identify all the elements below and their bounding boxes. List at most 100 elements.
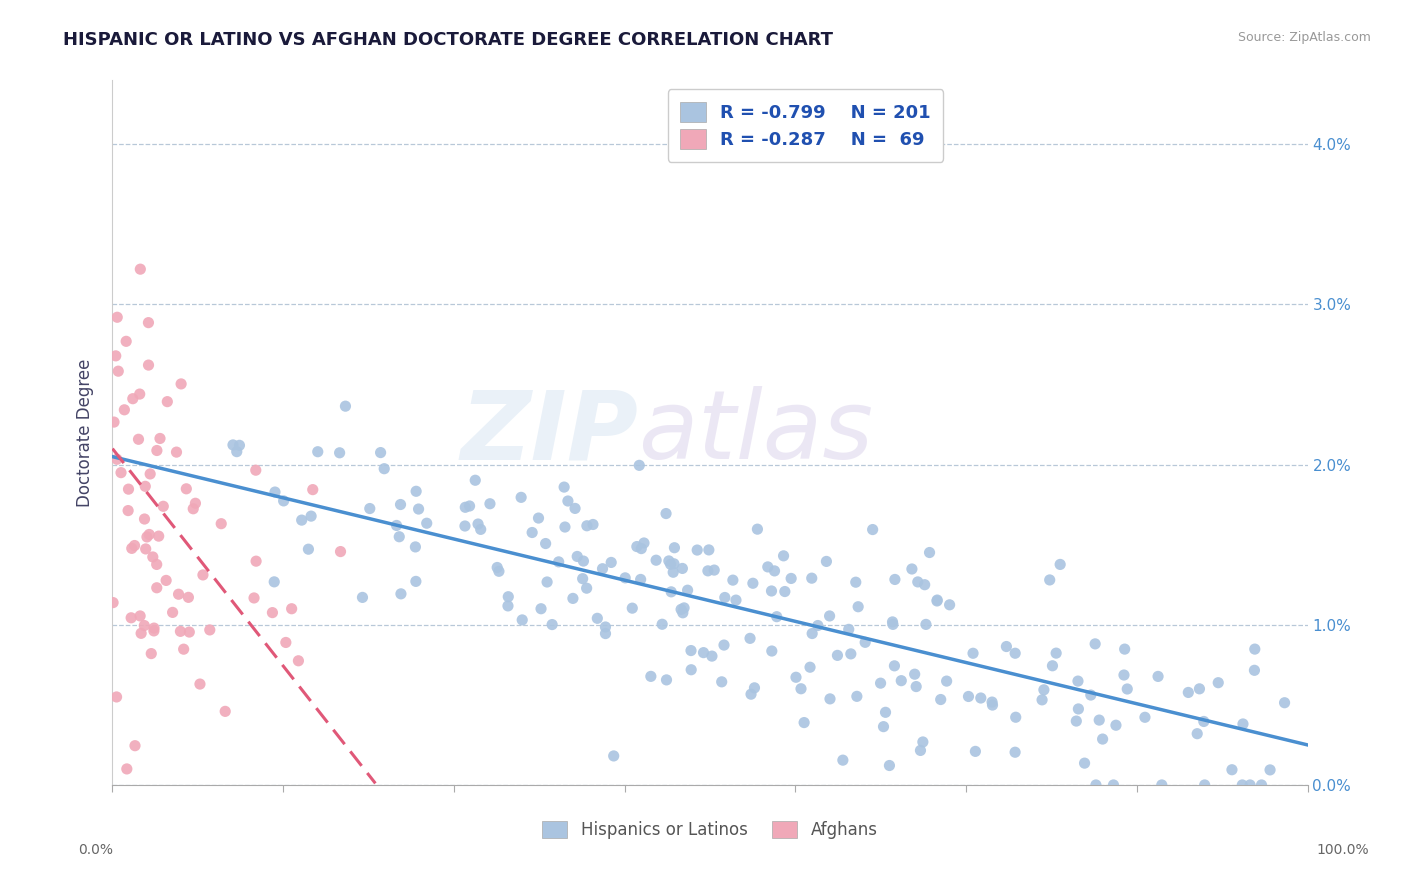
Point — [142, 549, 165, 564]
Point — [128, 432, 150, 446]
Point — [721, 573, 744, 587]
Point — [214, 705, 236, 719]
Point — [1112, 668, 1135, 682]
Point — [124, 539, 146, 553]
Point — [938, 598, 960, 612]
Point — [801, 626, 824, 640]
Point — [225, 444, 247, 458]
Point — [170, 376, 193, 391]
Point — [818, 609, 841, 624]
Point — [124, 739, 146, 753]
Point — [671, 561, 693, 575]
Point — [875, 706, 897, 720]
Point — [595, 620, 617, 634]
Point — [772, 549, 794, 563]
Point — [557, 494, 579, 508]
Point — [927, 593, 949, 607]
Point — [1105, 718, 1128, 732]
Point — [177, 591, 200, 605]
Point — [181, 501, 204, 516]
Point — [1032, 682, 1054, 697]
Point — [1188, 681, 1211, 696]
Point — [520, 525, 543, 540]
Point — [143, 621, 166, 635]
Point — [115, 334, 138, 349]
Point — [291, 513, 314, 527]
Point — [1067, 674, 1090, 689]
Point — [883, 573, 905, 587]
Point — [105, 310, 128, 325]
Point — [633, 536, 655, 550]
Point — [676, 583, 699, 598]
Point — [1084, 637, 1107, 651]
Point — [910, 743, 932, 757]
Point — [405, 574, 427, 589]
Point — [839, 647, 862, 661]
Point — [120, 611, 142, 625]
Point — [1150, 778, 1173, 792]
Point — [907, 574, 929, 589]
Point — [914, 578, 936, 592]
Point — [385, 518, 408, 533]
Point — [905, 680, 928, 694]
Point — [962, 646, 984, 660]
Point — [925, 594, 948, 608]
Point — [713, 638, 735, 652]
Point — [1004, 745, 1026, 759]
Point — [1073, 756, 1095, 771]
Point — [486, 560, 509, 574]
Point — [134, 512, 156, 526]
Point — [1080, 688, 1102, 702]
Point — [744, 681, 766, 695]
Point — [602, 748, 624, 763]
Point — [335, 399, 357, 413]
Point — [222, 438, 245, 452]
Point — [957, 690, 980, 704]
Point — [595, 626, 617, 640]
Point — [467, 516, 489, 531]
Point — [785, 670, 807, 684]
Point — [142, 624, 165, 638]
Point — [134, 618, 156, 632]
Point — [510, 491, 533, 505]
Point — [389, 498, 412, 512]
Text: Source: ZipAtlas.com: Source: ZipAtlas.com — [1237, 31, 1371, 45]
Point — [488, 564, 510, 578]
Point — [659, 584, 682, 599]
Point — [136, 530, 159, 544]
Point — [681, 663, 703, 677]
Point — [818, 691, 841, 706]
Point — [167, 587, 190, 601]
Point — [575, 518, 598, 533]
Point — [534, 536, 557, 550]
Point — [793, 715, 815, 730]
Point — [105, 690, 128, 704]
Point — [1177, 685, 1199, 699]
Point — [838, 623, 860, 637]
Point — [561, 591, 583, 606]
Point — [567, 549, 589, 564]
Point — [1102, 778, 1125, 792]
Point — [614, 571, 637, 585]
Point — [1239, 778, 1261, 792]
Point — [628, 458, 651, 473]
Point — [995, 640, 1018, 654]
Point — [389, 587, 412, 601]
Point — [176, 482, 198, 496]
Point — [146, 443, 169, 458]
Point — [780, 571, 803, 585]
Point — [882, 617, 904, 632]
Point — [655, 673, 678, 687]
Point — [724, 593, 747, 607]
Point — [853, 635, 876, 649]
Point — [498, 590, 520, 604]
Point — [692, 646, 714, 660]
Point — [846, 599, 869, 614]
Point — [761, 584, 783, 599]
Point — [547, 555, 569, 569]
Point — [911, 735, 934, 749]
Point — [1045, 646, 1067, 660]
Point — [138, 358, 160, 372]
Point — [710, 674, 733, 689]
Point — [862, 523, 884, 537]
